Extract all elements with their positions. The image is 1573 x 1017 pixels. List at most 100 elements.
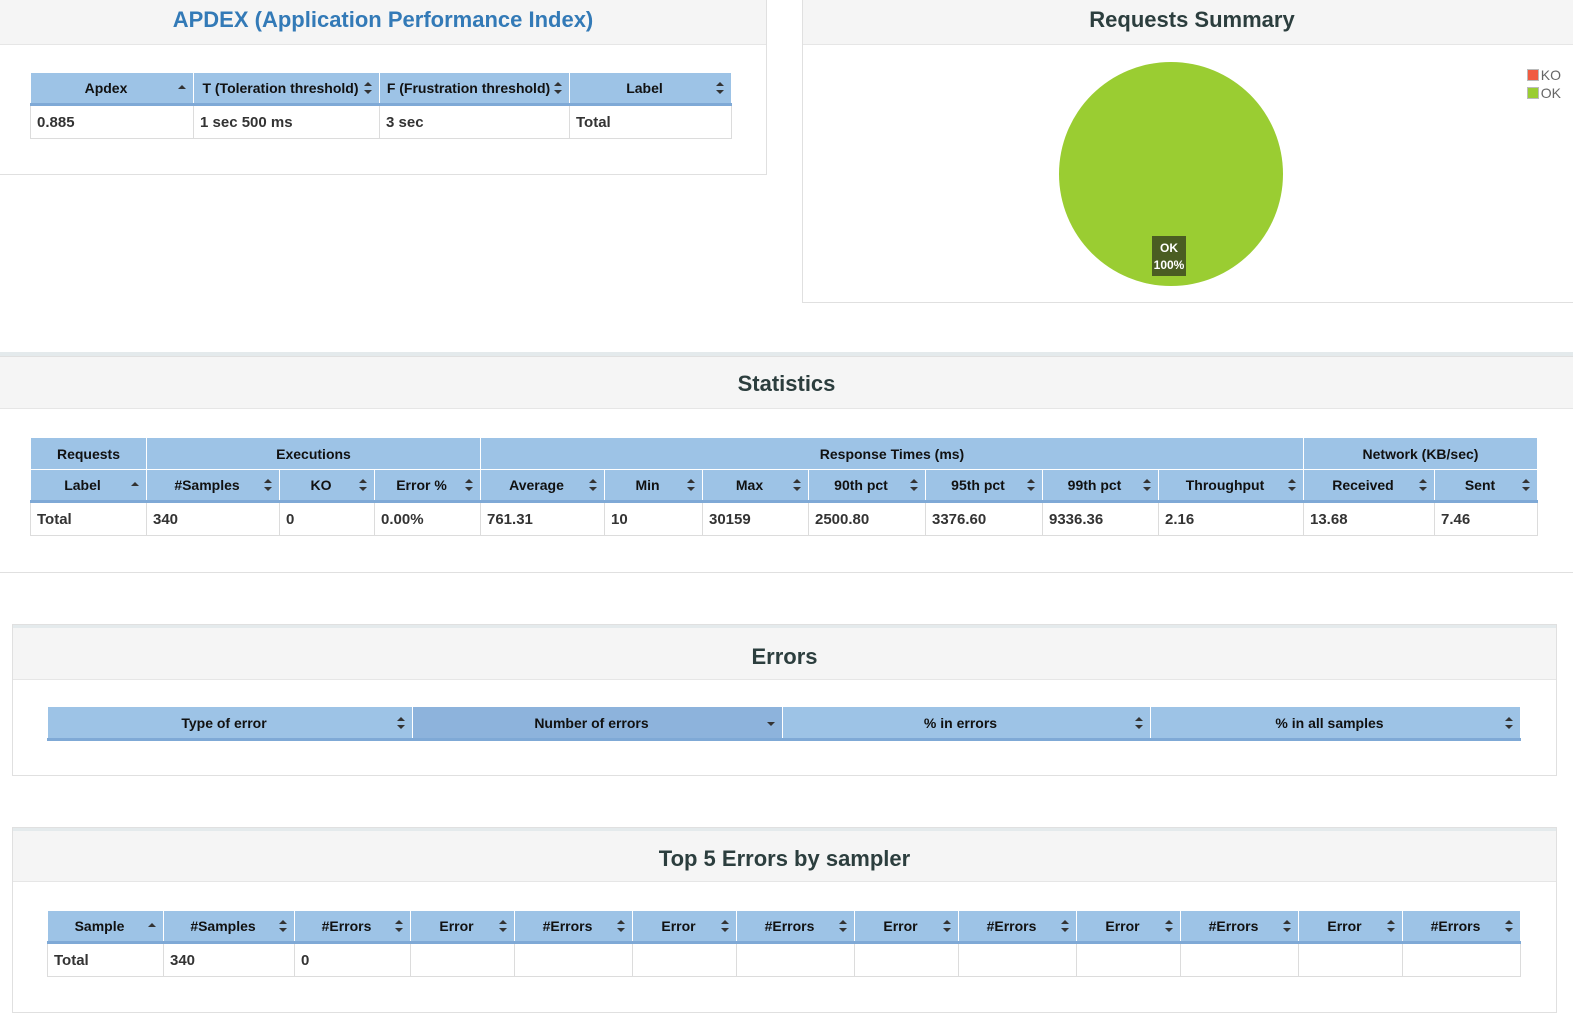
stats-cell: Total <box>30 501 147 536</box>
top5-header-sample[interactable]: Sample <box>47 910 164 944</box>
sort-icon <box>359 479 367 491</box>
stats-header-label[interactable]: Label <box>30 469 147 503</box>
top5-cell <box>958 942 1077 977</box>
top5-header-error[interactable]: Error <box>1076 910 1181 944</box>
sort-icon <box>943 920 951 932</box>
stats-header-samples[interactable]: #Samples <box>146 469 280 503</box>
top5-header-errors[interactable]: #Errors <box>736 910 855 944</box>
errors-table: Type of error Number of errors % in erro… <box>47 706 1521 741</box>
top5-cell <box>514 942 633 977</box>
legend-item-ok[interactable]: OK <box>1526 84 1561 102</box>
apdex-header-apdex[interactable]: Apdex <box>30 72 194 106</box>
errors-header-type[interactable]: Type of error <box>47 706 413 741</box>
legend-label-ok: OK <box>1540 85 1561 101</box>
sort-icon <box>1522 479 1530 491</box>
sort-icon <box>1387 920 1395 932</box>
sort-icon <box>1027 479 1035 491</box>
sort-icon <box>554 82 562 94</box>
sort-icon <box>617 920 625 932</box>
apdex-toleration-value: 1 sec 500 ms <box>193 104 380 139</box>
pie-slice-label-box <box>1152 236 1186 276</box>
stats-header-90th[interactable]: 90th pct <box>808 469 926 503</box>
stats-cell: 3376.60 <box>925 501 1043 536</box>
stats-header-min[interactable]: Min <box>604 469 703 503</box>
sort-asc-icon <box>178 82 186 94</box>
sort-icon <box>589 479 597 491</box>
top5-header-errors[interactable]: #Errors <box>958 910 1077 944</box>
sort-icon <box>1419 479 1427 491</box>
sort-asc-icon <box>131 479 139 491</box>
errors-title: Errors <box>13 625 1556 680</box>
apdex-header-toleration[interactable]: T (Toleration threshold) <box>193 72 380 106</box>
statistics-title: Statistics <box>0 357 1573 409</box>
group-response-times: Response Times (ms) <box>480 437 1304 470</box>
stats-header-99th[interactable]: 99th pct <box>1042 469 1159 503</box>
top5-header-errors[interactable]: #Errors <box>1402 910 1521 944</box>
apdex-title: APDEX (Application Performance Index) <box>0 0 766 45</box>
stats-header-average[interactable]: Average <box>480 469 605 503</box>
group-requests: Requests <box>30 437 147 470</box>
top5-header-errors[interactable]: #Errors <box>294 910 411 944</box>
chart-legend: KO OK <box>1526 66 1561 102</box>
group-executions: Executions <box>146 437 481 470</box>
sort-icon <box>1061 920 1069 932</box>
top5-cell <box>410 942 515 977</box>
pie-slice-ok[interactable] <box>1059 62 1283 286</box>
sort-icon <box>1165 920 1173 932</box>
top5-cell: 340 <box>163 942 295 977</box>
top5-header-error[interactable]: Error <box>632 910 737 944</box>
sort-desc-icon <box>767 717 775 729</box>
apdex-header-frustration[interactable]: F (Frustration threshold) <box>379 72 570 106</box>
errors-header-pct-samples[interactable]: % in all samples <box>1150 706 1521 741</box>
top5-header-samples[interactable]: #Samples <box>163 910 295 944</box>
sort-icon <box>687 479 695 491</box>
top5-cell <box>1180 942 1299 977</box>
pie-slice-percent: 100% <box>1154 258 1185 272</box>
stats-header-95th[interactable]: 95th pct <box>925 469 1043 503</box>
apdex-table: Apdex T (Toleration threshold) F (Frustr… <box>30 72 732 139</box>
top5-header-error[interactable]: Error <box>854 910 959 944</box>
stats-cell: 2.16 <box>1158 501 1304 536</box>
stats-header-error-pct[interactable]: Error % <box>374 469 481 503</box>
stats-header-received[interactable]: Received <box>1303 469 1435 503</box>
stats-cell: 2500.80 <box>808 501 926 536</box>
apdex-value: 0.885 <box>30 104 194 139</box>
errors-header-number[interactable]: Number of errors <box>412 706 783 741</box>
top5-header-error[interactable]: Error <box>410 910 515 944</box>
table-row: Total 340 0 0.00% 761.31 10 30159 2500.8… <box>30 501 1538 536</box>
requests-summary-title: Requests Summary <box>803 0 1573 45</box>
stats-cell: 9336.36 <box>1042 501 1159 536</box>
top5-cell: 0 <box>294 942 411 977</box>
top5-cell <box>1298 942 1403 977</box>
stats-cell: 10 <box>604 501 703 536</box>
sort-icon <box>716 82 724 94</box>
top5-header-errors[interactable]: #Errors <box>1180 910 1299 944</box>
errors-panel: Errors <box>12 624 1557 776</box>
stats-header-ko[interactable]: KO <box>279 469 375 503</box>
sort-asc-icon <box>148 920 156 932</box>
stats-header-throughput[interactable]: Throughput <box>1158 469 1304 503</box>
stats-cell: 7.46 <box>1434 501 1538 536</box>
legend-item-ko[interactable]: KO <box>1526 66 1561 84</box>
top5-header-errors[interactable]: #Errors <box>514 910 633 944</box>
legend-swatch-ko <box>1526 69 1539 81</box>
apdex-header-label[interactable]: Label <box>569 72 732 106</box>
stats-header-max[interactable]: Max <box>702 469 809 503</box>
sort-icon <box>1288 479 1296 491</box>
pie-slice-label: OK <box>1160 241 1178 255</box>
stats-header-sent[interactable]: Sent <box>1434 469 1538 503</box>
top5-cell <box>1402 942 1521 977</box>
statistics-table: Requests Executions Response Times (ms) … <box>30 437 1538 536</box>
stats-cell: 30159 <box>702 501 809 536</box>
stats-cell: 0.00% <box>374 501 481 536</box>
errors-header-pct-errors[interactable]: % in errors <box>782 706 1151 741</box>
top5-title: Top 5 Errors by sampler <box>13 828 1556 882</box>
top5-cell <box>854 942 959 977</box>
top5-header-error[interactable]: Error <box>1298 910 1403 944</box>
top5-cell <box>632 942 737 977</box>
sort-icon <box>1283 920 1291 932</box>
top5-cell: Total <box>47 942 164 977</box>
sort-icon <box>1505 716 1513 729</box>
stats-cell: 761.31 <box>480 501 605 536</box>
requests-pie-chart[interactable]: OK 100% <box>1058 61 1284 287</box>
